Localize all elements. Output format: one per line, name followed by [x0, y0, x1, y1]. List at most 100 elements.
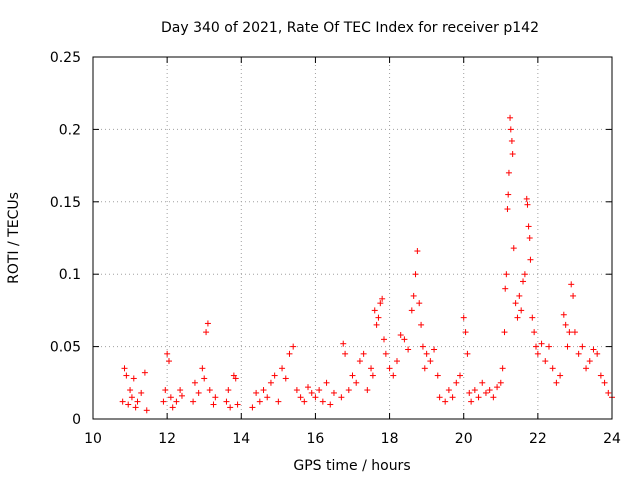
data-point	[514, 314, 521, 321]
data-point	[134, 398, 141, 405]
data-point	[570, 292, 577, 299]
data-point	[538, 340, 545, 347]
y-tick-label: 0.2	[59, 122, 81, 138]
data-point	[191, 379, 198, 386]
data-point	[529, 314, 536, 321]
data-point	[119, 398, 126, 405]
data-point	[316, 387, 323, 394]
data-point	[497, 379, 504, 386]
data-point	[386, 365, 393, 372]
data-point	[125, 401, 132, 408]
data-point	[253, 389, 260, 396]
data-point	[164, 350, 171, 357]
data-point	[486, 387, 493, 394]
data-point	[305, 384, 312, 391]
data-point	[457, 372, 464, 379]
data-point	[338, 394, 345, 401]
data-point	[545, 343, 552, 350]
data-point	[421, 365, 428, 372]
data-point	[227, 404, 234, 411]
data-point	[264, 394, 271, 401]
data-point	[143, 407, 150, 414]
data-point	[249, 404, 256, 411]
data-point	[505, 191, 512, 198]
x-tick-label: 20	[455, 431, 473, 447]
data-point	[138, 389, 145, 396]
data-point	[286, 350, 293, 357]
data-point	[203, 329, 210, 336]
data-point	[505, 169, 512, 176]
data-point	[345, 387, 352, 394]
data-point	[349, 372, 356, 379]
data-point	[442, 398, 449, 405]
x-tick-label: 12	[158, 431, 176, 447]
data-point	[507, 126, 514, 133]
data-point	[327, 401, 334, 408]
data-point	[381, 336, 388, 343]
data-point	[308, 389, 315, 396]
data-point	[462, 329, 469, 336]
data-point	[312, 394, 319, 401]
y-tick-labels: 0 0.05 0.1 0.15 0.2 0.25	[50, 50, 81, 428]
data-point	[275, 398, 282, 405]
data-point	[525, 223, 532, 230]
data-point	[173, 398, 180, 405]
data-point	[568, 281, 575, 288]
data-point	[549, 365, 556, 372]
data-point	[330, 389, 337, 396]
data-point	[178, 392, 185, 399]
data-point	[605, 389, 612, 396]
plot-frame	[92, 56, 613, 420]
data-point	[542, 358, 549, 365]
data-point	[167, 394, 174, 401]
data-point	[575, 350, 582, 357]
data-point	[371, 307, 378, 314]
data-point	[353, 379, 360, 386]
x-axis-label: GPS time / hours	[293, 458, 410, 474]
data-point	[553, 379, 560, 386]
axis-ticks	[92, 56, 613, 420]
data-point	[410, 292, 417, 299]
data-point	[509, 151, 516, 158]
data-point	[123, 372, 130, 379]
x-tick-label: 14	[232, 431, 250, 447]
data-point	[597, 372, 604, 379]
data-point	[319, 398, 326, 405]
data-point	[521, 271, 528, 278]
y-tick-label: 0.25	[50, 50, 81, 66]
data-point	[364, 387, 371, 394]
data-point	[375, 314, 382, 321]
x-tick-label: 24	[603, 431, 621, 447]
data-point	[526, 235, 533, 241]
data-point	[524, 201, 531, 208]
data-point	[190, 398, 197, 405]
data-point	[165, 358, 172, 365]
data-point	[301, 398, 308, 405]
data-point	[508, 137, 515, 144]
y-tick-label: 0.1	[59, 267, 81, 283]
data-point	[160, 398, 167, 405]
data-points	[119, 114, 615, 414]
data-point	[571, 329, 578, 336]
data-point	[210, 401, 217, 408]
data-point	[212, 394, 219, 401]
data-point	[490, 394, 497, 401]
data-point	[427, 358, 434, 365]
data-point	[453, 379, 460, 386]
x-tick-label: 10	[84, 431, 102, 447]
data-point	[393, 358, 400, 365]
data-point	[356, 358, 363, 365]
data-point	[130, 375, 137, 382]
data-point	[204, 320, 211, 327]
data-point	[501, 329, 508, 336]
data-point	[436, 394, 443, 401]
data-point	[397, 332, 404, 339]
data-point	[201, 375, 208, 382]
data-point	[290, 343, 297, 350]
data-point	[297, 394, 304, 401]
data-point	[520, 278, 527, 285]
data-point	[373, 321, 380, 328]
data-point	[368, 365, 375, 372]
data-point	[445, 387, 452, 394]
